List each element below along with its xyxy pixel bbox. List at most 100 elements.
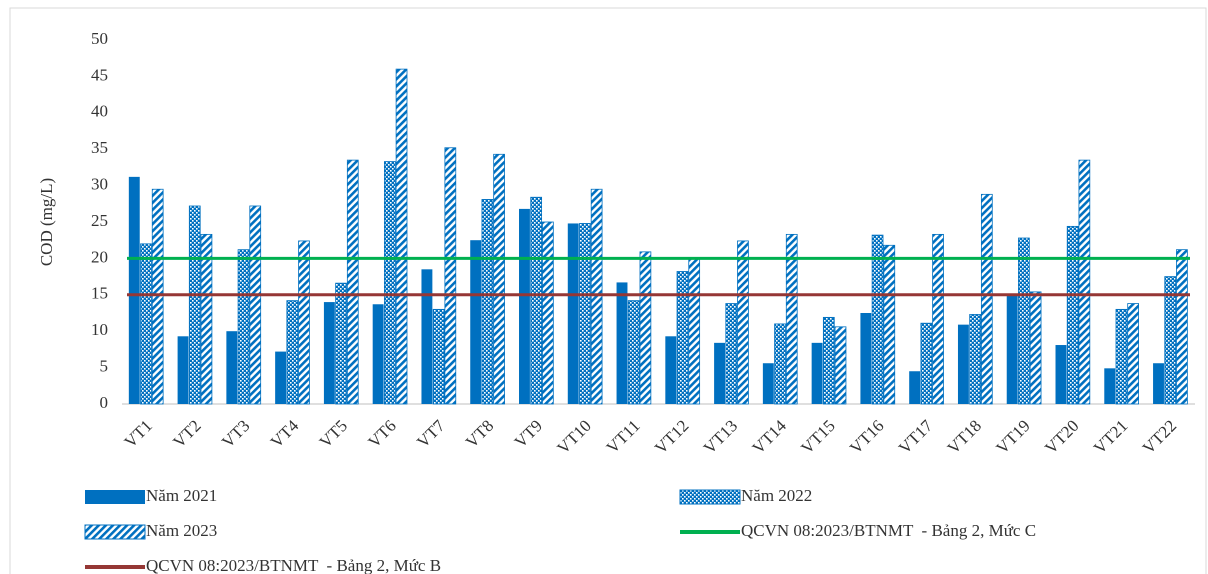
x-tick-label: VT21 [1090,416,1131,457]
bar [1029,291,1042,405]
y-tick-label: 0 [100,393,109,412]
x-tick-label: VT11 [603,416,644,457]
y-tick-label: 25 [91,211,108,230]
bar [421,269,433,404]
x-tick-label: VT5 [316,416,351,451]
bar [493,153,505,405]
bar [909,371,921,404]
x-tick-label: VT2 [169,416,204,451]
bar [834,326,847,405]
legend-label: Năm 2021 [146,486,217,505]
bar [226,331,238,404]
x-tick-label: VT9 [511,416,546,451]
x-tick-label: VT14 [749,416,791,458]
bar [676,271,689,405]
bar [1078,159,1091,405]
bar [481,199,494,405]
bar [714,342,726,404]
x-tick-label: VT8 [462,416,497,451]
bar [444,147,457,405]
bar [383,161,396,405]
y-tick-label: 45 [91,65,108,84]
bar [1153,363,1164,404]
bar [151,188,164,405]
x-tick-label: VT13 [700,416,741,457]
bar [1104,368,1116,404]
bar [335,282,347,405]
legend-label: Năm 2023 [146,521,217,540]
bar [969,314,981,405]
x-tick-label: VT7 [413,416,449,452]
x-tick-label: VT1 [121,416,156,451]
bar [1006,294,1018,404]
bar [249,205,262,405]
x-tick-label: VT18 [944,416,985,457]
bar [432,308,445,405]
bar [530,196,543,405]
bar [980,193,993,405]
bar [372,304,384,404]
x-tick-label: VT6 [364,416,399,451]
chart-frame [9,7,1207,574]
bar [286,300,299,405]
bar [470,240,482,404]
bar [688,257,701,405]
bar [128,176,140,404]
bar [627,300,640,405]
bar [177,336,189,404]
x-tick-label: VT15 [797,416,838,457]
bar [1176,249,1188,405]
bar [811,342,823,404]
bar [323,302,335,404]
bar [542,221,554,405]
x-tick-label: VT3 [218,416,253,451]
bar [567,223,579,404]
bar [395,68,408,405]
bar [275,351,287,404]
bar [346,159,359,405]
bar [1066,225,1079,405]
bar [639,251,652,405]
y-tick-label: 50 [91,29,108,48]
bar [1115,308,1128,405]
bar [590,188,603,405]
legend-swatch [84,524,146,540]
bar [932,233,944,405]
bar [200,233,213,405]
bar [140,243,152,405]
y-axis-label: COD (mg/L) [37,178,56,266]
x-tick-label: VT12 [651,416,692,457]
bar [298,240,310,405]
y-tick-label: 10 [91,320,108,339]
y-tick-label: 20 [91,247,108,266]
bar [237,249,250,405]
bar [1018,237,1030,405]
bar [883,244,896,405]
bar [920,322,933,405]
bar [1055,345,1067,404]
bar [737,240,749,405]
y-tick-label: 40 [91,102,108,121]
bar [822,316,835,405]
legend-swatch [85,490,145,504]
bar [665,336,677,404]
x-tick-label: VT19 [992,416,1033,457]
bar [519,208,530,404]
x-tick-label: VT17 [895,416,937,458]
x-tick-label: VT10 [553,416,594,457]
bar [871,234,884,405]
x-tick-label: VT4 [267,416,303,452]
legend-label: QCVN 08:2023/BTNMT - Bảng 2, Mức B [146,556,441,574]
bar [616,282,628,404]
bar [579,223,591,405]
bar [188,205,201,405]
bar [860,313,872,404]
bar [762,363,774,404]
bar [957,324,969,404]
legend-label: QCVN 08:2023/BTNMT - Bảng 2, Mức C [741,521,1036,540]
bar [1164,276,1177,405]
y-tick-label: 35 [91,138,108,157]
bar [1127,303,1139,405]
bar [774,323,786,405]
